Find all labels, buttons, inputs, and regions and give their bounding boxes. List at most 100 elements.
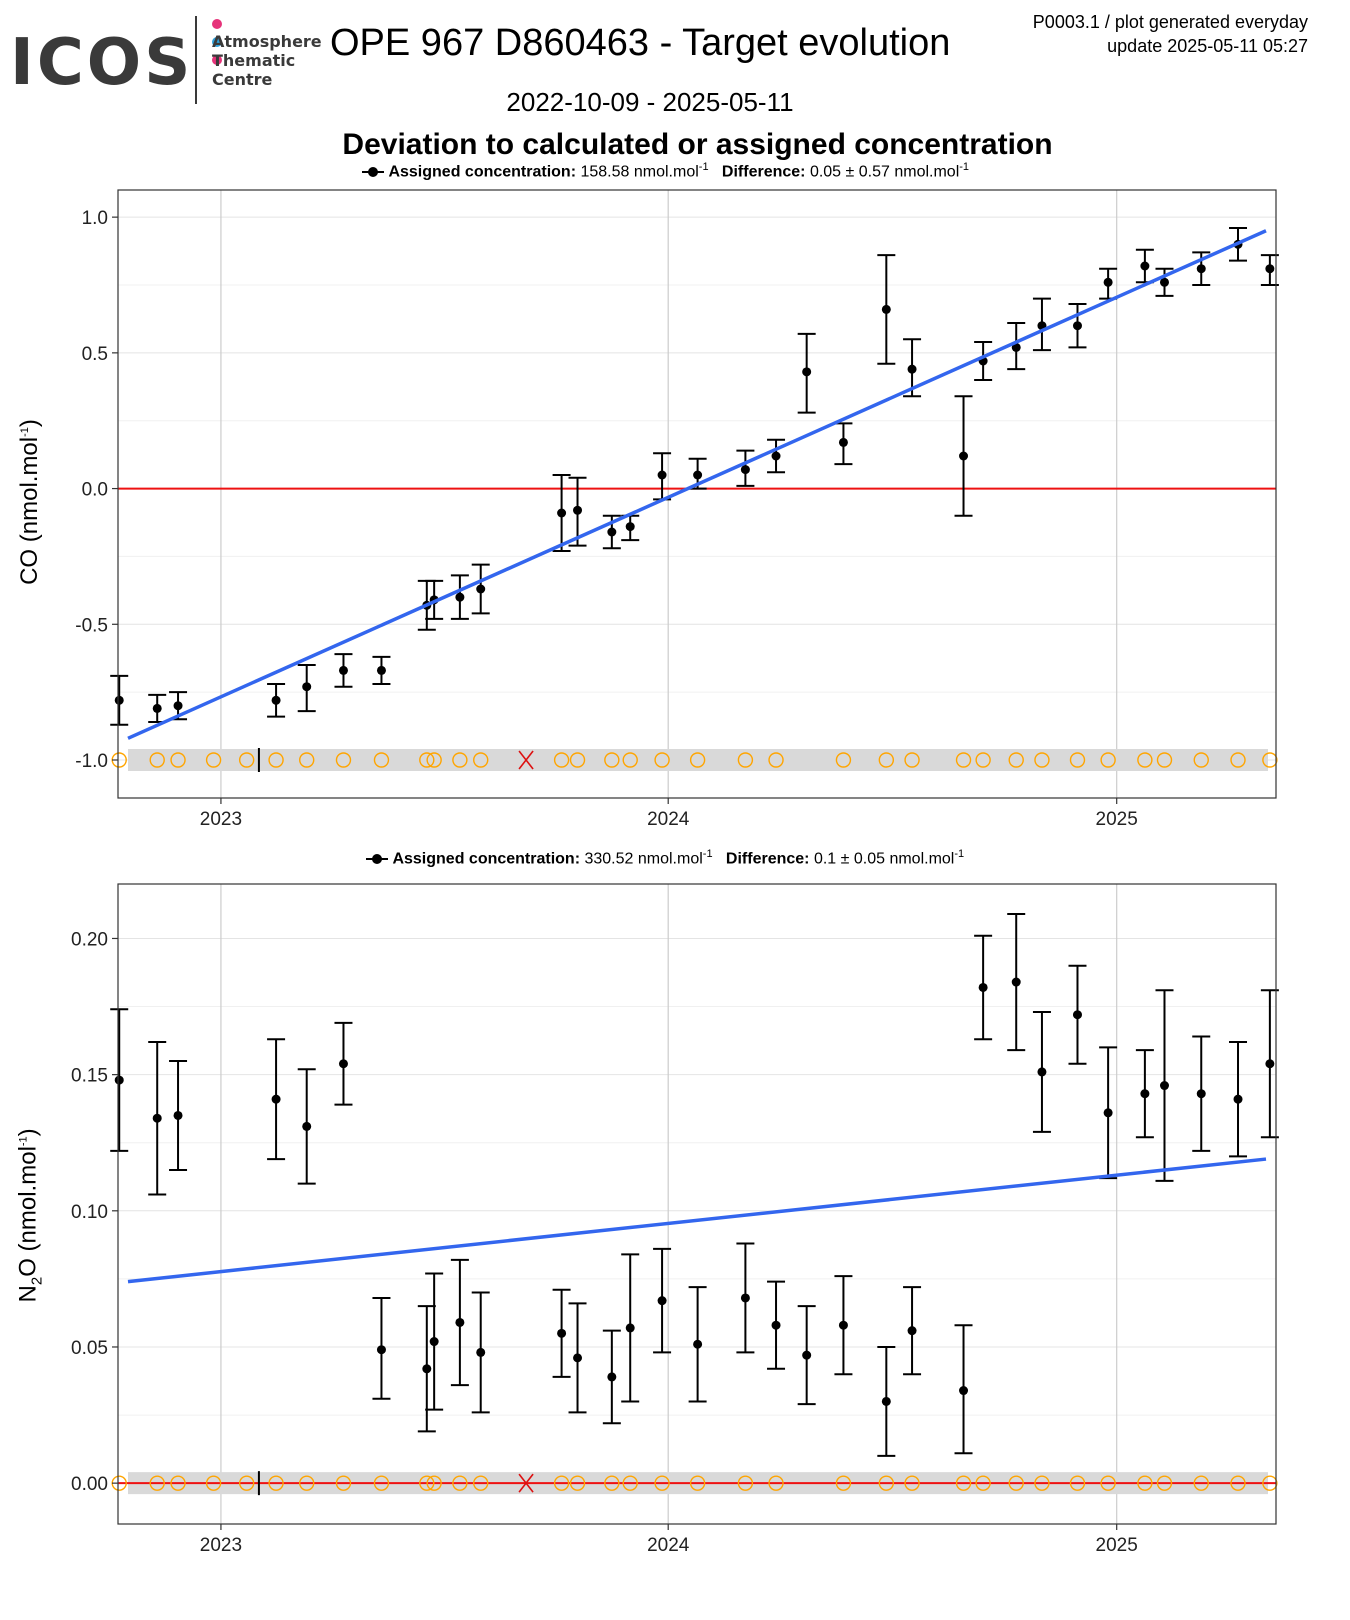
co-band-circle — [1069, 752, 1086, 768]
n2o-band-circle — [238, 1475, 255, 1491]
co-data-point — [771, 451, 781, 461]
n2o-band-circle — [1230, 1475, 1246, 1491]
logo-dot-pink-2 — [212, 55, 222, 65]
n2o-data-point — [657, 1296, 667, 1306]
n2o-x-tick-label: 2024 — [647, 1535, 690, 1556]
co-band-circle — [878, 752, 895, 768]
n2o-data-point — [625, 1323, 635, 1333]
co-x-tick-label: 2023 — [200, 809, 242, 830]
co-data-point — [625, 522, 635, 532]
n2o-band-circle — [1100, 1475, 1116, 1491]
n2o-data-point — [1103, 1108, 1113, 1118]
co-data-point — [302, 682, 312, 692]
co-band-circle — [1262, 752, 1278, 768]
co-band-circle — [768, 752, 784, 768]
n2o-band-circle — [904, 1475, 920, 1491]
legend-unit-sup-2: -1 — [959, 161, 970, 173]
n2o-band-circle — [452, 1475, 468, 1491]
co-data-point — [476, 584, 486, 594]
n2o-data-point — [476, 1347, 486, 1357]
legend-unit-sup: -1 — [698, 161, 709, 173]
date-range: 2022-10-09 - 2025-05-11 — [506, 87, 794, 117]
co-band-circle — [299, 752, 315, 768]
n2o-data-point — [1037, 1067, 1047, 1077]
legend-unit-sup-2: -1 — [954, 848, 965, 860]
co-band-circle — [419, 752, 435, 768]
co-band-circle — [553, 752, 570, 768]
co-band-circle — [335, 752, 352, 768]
n2o-band-circle — [373, 1475, 390, 1491]
co-band-circle — [689, 752, 706, 768]
co-y-tick-label: 0.5 — [82, 344, 108, 365]
n2o-band-circle — [835, 1475, 852, 1491]
co-band-circle — [205, 752, 222, 768]
co-band-circle — [1008, 752, 1024, 768]
n2o-data-point — [978, 982, 988, 992]
logo-text: ICOS — [10, 26, 194, 100]
n2o-data-point — [802, 1350, 812, 1360]
co-data-point — [1140, 261, 1150, 271]
n2o-data-point — [607, 1372, 617, 1382]
co-data-point — [1265, 264, 1275, 274]
n2o-data-point — [455, 1317, 465, 1327]
n2o-data-point — [1196, 1089, 1206, 1099]
update-timestamp: update 2025-05-11 05:27 — [1107, 36, 1308, 56]
legend-assigned-label: Assigned concentration: — [388, 163, 577, 181]
logo-dot-pink — [212, 19, 222, 29]
n2o-band-circle — [1262, 1475, 1278, 1491]
legend-point-symbol — [362, 166, 384, 178]
co-marker-band — [128, 749, 1268, 771]
legend-difference-value: 0.1 ± 0.05 nmol.mol — [813, 850, 955, 868]
n2o-band-circle — [268, 1475, 284, 1491]
co-trend-line — [127, 229, 1267, 740]
plot-info: P0003.1 / plot generated everyday update… — [1033, 10, 1308, 58]
n2o-trend-line — [127, 1157, 1267, 1284]
co-y-tick-label: 0.0 — [82, 480, 108, 501]
n2o-data-point — [271, 1094, 281, 1104]
co-band-circle — [1193, 752, 1209, 768]
n2o-band-circle — [955, 1475, 972, 1491]
co-data-point — [1159, 277, 1169, 287]
legend-difference-label: Difference: — [725, 850, 810, 868]
co-data-point — [1072, 321, 1082, 331]
n2o-data-point — [302, 1121, 312, 1131]
legend-difference-value: 0.05 ± 0.57 nmol.mol — [809, 163, 960, 181]
co-data-point — [802, 367, 812, 377]
n2o-band-circle — [170, 1475, 186, 1491]
n2o-data-point — [422, 1364, 432, 1374]
n2o-data-point — [152, 1113, 162, 1123]
legend-assigned-value: 158.58 nmol.mol — [580, 163, 699, 181]
legend-n2o: Assigned concentration: 330.52 nmol.mol-… — [366, 848, 964, 868]
legend-assigned-label: Assigned concentration: — [392, 850, 581, 868]
co-data-point — [607, 527, 617, 537]
n2o-plot-frame — [117, 883, 1277, 1525]
co-data-point — [881, 304, 891, 314]
n2o-y-tick-label: 0.05 — [71, 1338, 108, 1359]
logo-subtitle: Atmosphere Thematic Centre — [212, 32, 322, 89]
co-band-circle — [149, 752, 165, 768]
co-data-point — [959, 451, 969, 461]
n2o-band-circle — [689, 1475, 706, 1491]
n2o-y-tick-label: 0.00 — [71, 1474, 108, 1495]
logo-dot-blue — [212, 37, 222, 47]
n2o-data-point — [338, 1059, 348, 1069]
n2o-data-point — [838, 1320, 848, 1330]
co-data-point — [338, 665, 348, 675]
n2o-band-circle — [569, 1475, 586, 1491]
logo-dots — [212, 16, 226, 70]
co-y-tick-label: 1.0 — [82, 208, 108, 229]
n2o-x-tick-label: 2025 — [1096, 1535, 1138, 1556]
n2o-data-point — [1233, 1094, 1243, 1104]
legend-co: Assigned concentration: 158.58 nmol.mol-… — [362, 161, 969, 181]
n2o-y-tick-label: 0.20 — [71, 929, 108, 950]
co-data-point — [657, 470, 667, 480]
n2o-band-circle — [1156, 1475, 1173, 1491]
co-band-cross — [518, 750, 534, 770]
co-band-circle — [604, 752, 620, 768]
n2o-band-circle — [1034, 1475, 1050, 1491]
co-data-point — [907, 364, 917, 374]
co-band-circle — [569, 752, 586, 768]
n2o-data-point — [429, 1337, 439, 1347]
n2o-band-circle — [1008, 1475, 1024, 1491]
